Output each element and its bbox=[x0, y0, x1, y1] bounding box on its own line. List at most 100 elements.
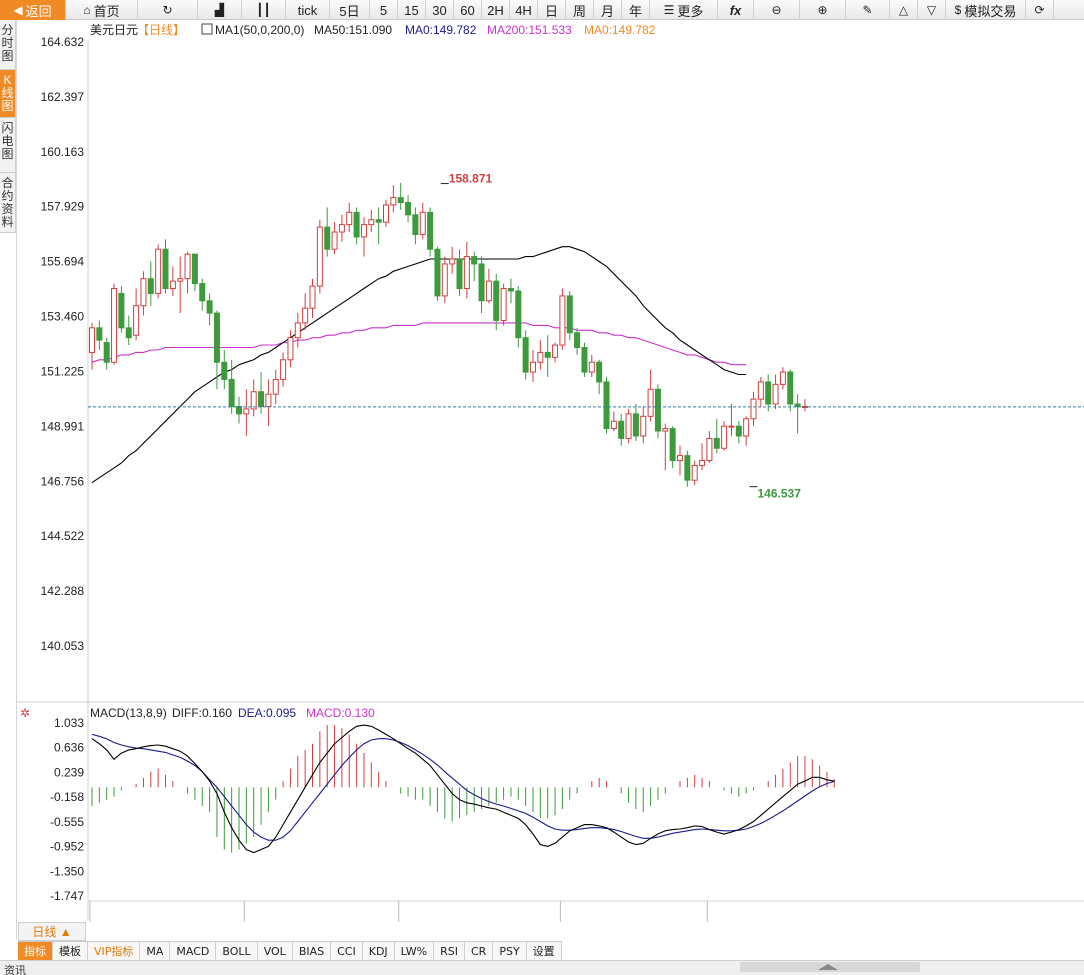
extra-button[interactable]: ⟳ bbox=[1026, 0, 1054, 20]
candle-body bbox=[647, 388, 654, 417]
period-15-button[interactable]: 15 bbox=[398, 0, 426, 20]
news-label[interactable]: 资讯 bbox=[4, 965, 26, 975]
candle bbox=[632, 404, 639, 441]
home-button[interactable]: ⌂ 首页 bbox=[66, 0, 138, 20]
zoom-out-icon: ⊖ bbox=[771, 3, 782, 17]
candle-body bbox=[713, 437, 720, 449]
refresh-button[interactable]: ↻ bbox=[138, 0, 198, 20]
period-30-button[interactable]: 30 bbox=[426, 0, 454, 20]
tick-button[interactable]: tick bbox=[286, 0, 330, 20]
candle-body bbox=[324, 226, 331, 250]
bar-chart-button[interactable]: ▟ bbox=[198, 0, 242, 20]
candle-body bbox=[735, 425, 742, 437]
tab-template[interactable]: 模板 bbox=[53, 942, 88, 960]
indicator-settings-icon[interactable] bbox=[201, 23, 213, 35]
candle-body bbox=[397, 197, 404, 204]
candle bbox=[684, 450, 691, 487]
candle bbox=[228, 359, 235, 414]
tab-settings[interactable]: 设置 bbox=[526, 942, 562, 960]
price-chart[interactable]: 美元日元 【日线】 MA1(50,0,200,0) MA50:151.090 M… bbox=[0, 20, 1084, 922]
tab-lw[interactable]: LW% bbox=[394, 942, 435, 960]
tab-flash[interactable]: 闪电图 bbox=[0, 118, 16, 173]
candle bbox=[338, 214, 345, 242]
tab-kline[interactable]: K线图 bbox=[0, 70, 16, 118]
sim-trade-button[interactable]: $ 模拟交易 bbox=[946, 0, 1026, 20]
tab-macd[interactable]: MACD bbox=[170, 942, 217, 960]
candle bbox=[552, 342, 559, 363]
price-tick-label: 157.929 bbox=[41, 200, 85, 214]
candle-body bbox=[654, 388, 661, 432]
menu-icon: ☰ bbox=[663, 3, 675, 17]
tab-bias[interactable]: BIAS bbox=[292, 942, 332, 960]
period-week-button[interactable]: 周 bbox=[566, 0, 594, 20]
tab-boll[interactable]: BOLL bbox=[216, 942, 258, 960]
candle-body bbox=[559, 295, 566, 346]
price-tick-label: 146.756 bbox=[41, 474, 85, 488]
period-5-button[interactable]: 5 bbox=[370, 0, 398, 20]
period-selector[interactable]: 日线 ▲ bbox=[18, 922, 86, 941]
price-axis: 164.632 162.397 160.163 157.929 155.694 153.4… bbox=[41, 35, 85, 653]
macd-lines bbox=[91, 724, 835, 854]
candle bbox=[618, 413, 625, 446]
more-button[interactable]: ☰ 更多 bbox=[650, 0, 718, 20]
candle bbox=[243, 389, 250, 436]
tab-timeshare[interactable]: 分时图 bbox=[0, 20, 16, 70]
more-label: 更多 bbox=[677, 3, 704, 19]
price-tick-label: 155.694 bbox=[41, 255, 85, 269]
period-5d-button[interactable]: 5日 bbox=[330, 0, 370, 20]
period-4h-button[interactable]: 4H bbox=[510, 0, 538, 20]
period-60-button[interactable]: 60 bbox=[454, 0, 482, 20]
macd-tick-label: -0.555 bbox=[50, 815, 84, 829]
candle bbox=[603, 376, 610, 434]
candle bbox=[103, 337, 110, 370]
scroll-up-button[interactable]: △ bbox=[890, 0, 918, 20]
candle-body bbox=[412, 214, 419, 235]
ma-label: MA1(50,0,200,0) bbox=[215, 23, 304, 37]
tab-cci[interactable]: CCI bbox=[331, 942, 363, 960]
zoom-out-button[interactable]: ⊖ bbox=[754, 0, 800, 20]
candle-body bbox=[463, 256, 470, 290]
period-2h-button[interactable]: 2H bbox=[482, 0, 510, 20]
macd-settings-icon[interactable]: ✲ bbox=[20, 706, 30, 720]
high-marker-label: 158.871 bbox=[449, 172, 493, 186]
candle-body bbox=[353, 211, 360, 238]
candle-body bbox=[610, 420, 617, 430]
tab-contract-info[interactable]: 合约资料 bbox=[0, 173, 16, 233]
price-tick-label: 144.522 bbox=[41, 529, 85, 543]
horizontal-scrollbar[interactable] bbox=[740, 962, 920, 972]
candle bbox=[662, 423, 669, 471]
period-year-button[interactable]: 年 bbox=[622, 0, 650, 20]
back-button[interactable]: ◀ 返回 bbox=[0, 0, 66, 20]
candles bbox=[89, 182, 808, 487]
candle bbox=[434, 246, 441, 301]
ma200-value: MA200:151.533 bbox=[487, 23, 572, 37]
candle bbox=[493, 273, 500, 331]
sim-trade-label: 模拟交易 bbox=[964, 3, 1017, 19]
bottom-bar: 资讯 bbox=[0, 960, 1084, 975]
formula-button[interactable]: fx bbox=[718, 0, 754, 20]
scroll-down-button[interactable]: ▽ bbox=[918, 0, 946, 20]
draw-button[interactable]: ✎ bbox=[846, 0, 890, 20]
dea-path bbox=[91, 733, 835, 841]
tab-psy[interactable]: PSY bbox=[493, 942, 527, 960]
tab-cr[interactable]: CR bbox=[465, 942, 494, 960]
price-tick-label: 148.991 bbox=[41, 419, 85, 433]
candle bbox=[213, 310, 220, 390]
period-month-button[interactable]: 月 bbox=[594, 0, 622, 20]
zoom-in-button[interactable]: ⊕ bbox=[800, 0, 846, 20]
tab-indicators[interactable]: 指标 bbox=[18, 942, 53, 960]
candle-body bbox=[265, 393, 272, 407]
candle-body bbox=[625, 413, 632, 439]
tab-vol[interactable]: VOL bbox=[257, 942, 293, 960]
home-label: 首页 bbox=[93, 3, 120, 19]
tab-ma[interactable]: MA bbox=[140, 942, 171, 960]
candle-body bbox=[250, 391, 257, 410]
candle bbox=[368, 209, 375, 233]
tab-vip[interactable]: VIP指标 bbox=[88, 942, 141, 960]
candle-body bbox=[500, 288, 507, 321]
tab-rsi[interactable]: RSI bbox=[434, 942, 465, 960]
tab-kdj[interactable]: KDJ bbox=[362, 942, 395, 960]
candle-chart-button[interactable]: ┃┃ bbox=[242, 0, 286, 20]
period-day-button[interactable]: 日 bbox=[538, 0, 566, 20]
candle bbox=[125, 315, 132, 346]
